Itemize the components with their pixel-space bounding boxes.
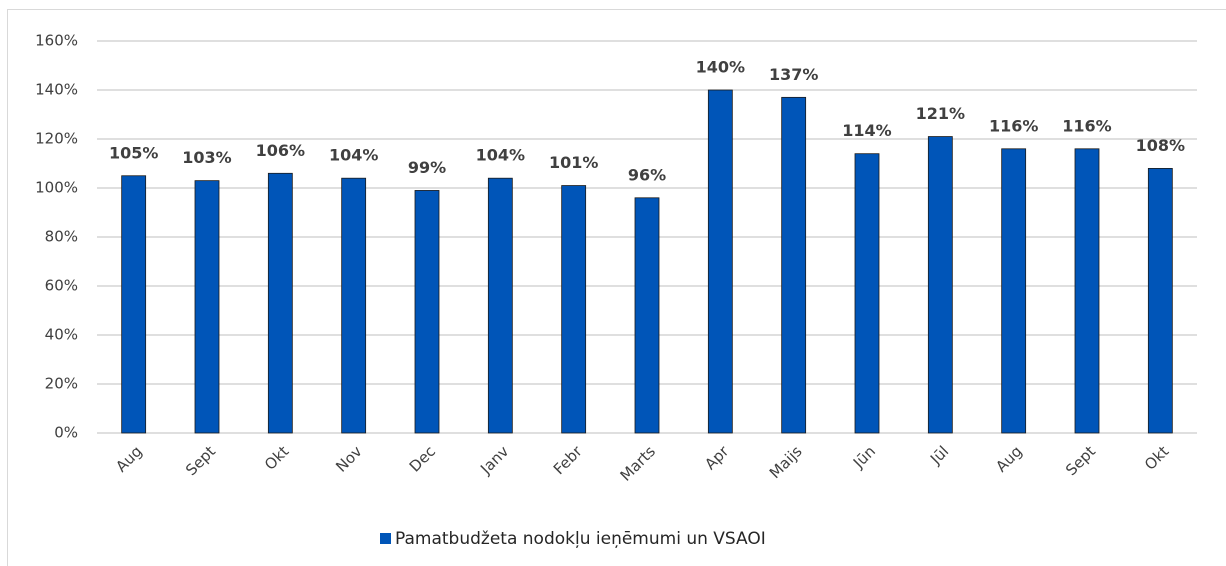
bar: [854, 153, 880, 434]
y-tick-label: 80%: [45, 228, 78, 246]
value-label: 105%: [109, 143, 158, 162]
value-label: 116%: [1062, 116, 1111, 135]
x-tick-label: Marts: [617, 442, 660, 485]
y-tick-label: 140%: [35, 81, 78, 99]
bar: [561, 185, 587, 434]
value-label: 96%: [628, 165, 666, 184]
y-tick-label: 120%: [35, 130, 78, 148]
y-tick-label: 100%: [35, 179, 78, 197]
x-tick-label: Maijs: [766, 442, 806, 482]
bar: [927, 136, 953, 434]
value-label: 104%: [476, 146, 525, 165]
value-label: 106%: [256, 141, 305, 160]
value-label: 99%: [408, 158, 446, 177]
x-tick-label: Okt: [1141, 442, 1172, 473]
value-label: 104%: [329, 146, 378, 165]
y-tick-label: 0%: [54, 424, 78, 442]
value-label: 101%: [549, 153, 598, 172]
x-tick-label: Febr: [550, 442, 586, 478]
y-tick-label: 160%: [35, 32, 78, 50]
x-tick-label: Nov: [332, 442, 366, 476]
x-tick-label: Janv: [476, 442, 512, 478]
bar: [121, 175, 147, 434]
value-label: 103%: [182, 148, 231, 167]
y-tick-label: 60%: [45, 277, 78, 295]
x-tick-label: Okt: [261, 442, 292, 473]
bar: [781, 96, 807, 434]
x-tick-label: Sept: [1062, 442, 1099, 479]
x-tick-label: Jūn: [849, 442, 879, 472]
chart-border: [7, 9, 1226, 566]
x-tick-label: Dec: [406, 442, 439, 475]
value-label: 114%: [842, 121, 891, 140]
x-tick-label: Aug: [112, 442, 145, 475]
bar: [194, 180, 220, 434]
value-label: 137%: [769, 65, 818, 84]
bar: [1147, 167, 1173, 434]
x-tick-label: Sept: [182, 442, 219, 479]
bar: [1074, 148, 1100, 434]
value-label: 116%: [989, 116, 1038, 135]
y-tick-label: 40%: [45, 326, 78, 344]
bar: [267, 172, 293, 434]
y-tick-label: 20%: [45, 375, 78, 393]
x-tick-label: Jūl: [926, 442, 952, 468]
bar: [1001, 148, 1027, 434]
value-label: 121%: [916, 104, 965, 123]
legend-swatch: [380, 533, 391, 544]
value-label: 140%: [696, 58, 745, 77]
bar: [341, 177, 367, 434]
x-tick-label: Apr: [701, 442, 733, 474]
value-label: 108%: [1136, 136, 1185, 155]
x-tick-label: Aug: [992, 442, 1025, 475]
bar: [707, 89, 733, 434]
bar: [634, 197, 660, 434]
bar: [414, 190, 440, 434]
bar: [487, 177, 513, 434]
legend-label: Pamatbudžeta nodokļu ieņēmumi un VSAOI: [395, 529, 766, 549]
